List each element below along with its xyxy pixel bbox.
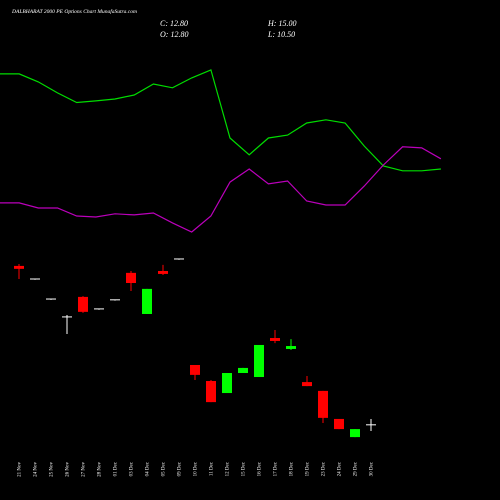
high-info: H: 15.00 bbox=[267, 19, 296, 28]
low-info: L: 10.50 bbox=[267, 30, 295, 39]
x-tick-label: 30 Dec bbox=[370, 461, 375, 476]
x-tick-label: 10 Dec bbox=[194, 461, 199, 476]
candle-body bbox=[158, 270, 168, 274]
x-tick-label: 26 Nov bbox=[66, 462, 71, 477]
candle-body bbox=[110, 299, 120, 301]
candle-body bbox=[62, 316, 72, 318]
candle-body bbox=[286, 346, 296, 349]
x-tick-label: 23 Dec bbox=[322, 461, 327, 476]
x-tick-label: 12 Dec bbox=[226, 461, 231, 476]
x-tick-label: 18 Dec bbox=[290, 461, 295, 476]
x-tick-label: 29 Dec bbox=[354, 461, 359, 476]
x-tick-label: 19 Dec bbox=[306, 461, 311, 476]
candle-body bbox=[206, 381, 216, 403]
candle-body bbox=[142, 288, 152, 314]
x-tick-label: 25 Nov bbox=[50, 462, 55, 477]
candle-body bbox=[126, 272, 136, 284]
candle-body bbox=[302, 382, 312, 387]
x-tick-label: 21 Nov bbox=[18, 462, 23, 477]
candle-body bbox=[222, 373, 232, 394]
candle-body bbox=[366, 424, 376, 426]
x-tick-label: 05 Dec bbox=[162, 461, 167, 476]
candle-body bbox=[270, 338, 280, 341]
indicator-line bbox=[0, 146, 442, 233]
candle-body bbox=[254, 344, 264, 378]
x-tick-label: 17 Dec bbox=[274, 461, 279, 476]
candle-body bbox=[78, 296, 88, 312]
candle-body bbox=[46, 298, 56, 300]
open-info: O: 12.80 bbox=[160, 30, 188, 39]
x-tick-label: 03 Dec bbox=[130, 461, 135, 476]
candle-body bbox=[14, 265, 24, 269]
x-tick-label: 01 Dec bbox=[114, 461, 119, 476]
x-tick-label: 15 Dec bbox=[242, 461, 247, 476]
indicator-line bbox=[0, 69, 441, 172]
candle-body bbox=[318, 390, 328, 418]
x-tick-label: 16 Dec bbox=[258, 461, 263, 476]
candle-body bbox=[238, 367, 248, 374]
x-tick-label: 04 Dec bbox=[146, 461, 151, 476]
x-tick-label: 27 Nov bbox=[82, 462, 87, 477]
close-info: C: 12.80 bbox=[160, 19, 188, 28]
candle-body bbox=[174, 258, 184, 260]
x-tick-label: 28 Nov bbox=[98, 462, 103, 477]
candle-body bbox=[350, 429, 360, 438]
candle-body bbox=[30, 278, 40, 280]
x-tick-label: 24 Dec bbox=[338, 461, 343, 476]
candle-body bbox=[94, 308, 104, 310]
candle-body bbox=[190, 364, 200, 375]
x-tick-label: 09 Dec bbox=[178, 461, 183, 476]
candle-body bbox=[334, 418, 344, 430]
x-tick-label: 11 Dec bbox=[210, 461, 215, 476]
x-tick-label: 24 Nov bbox=[34, 462, 39, 477]
chart-title: DALBHARAT 2000 PE Options Chart MunafaSu… bbox=[11, 8, 137, 15]
